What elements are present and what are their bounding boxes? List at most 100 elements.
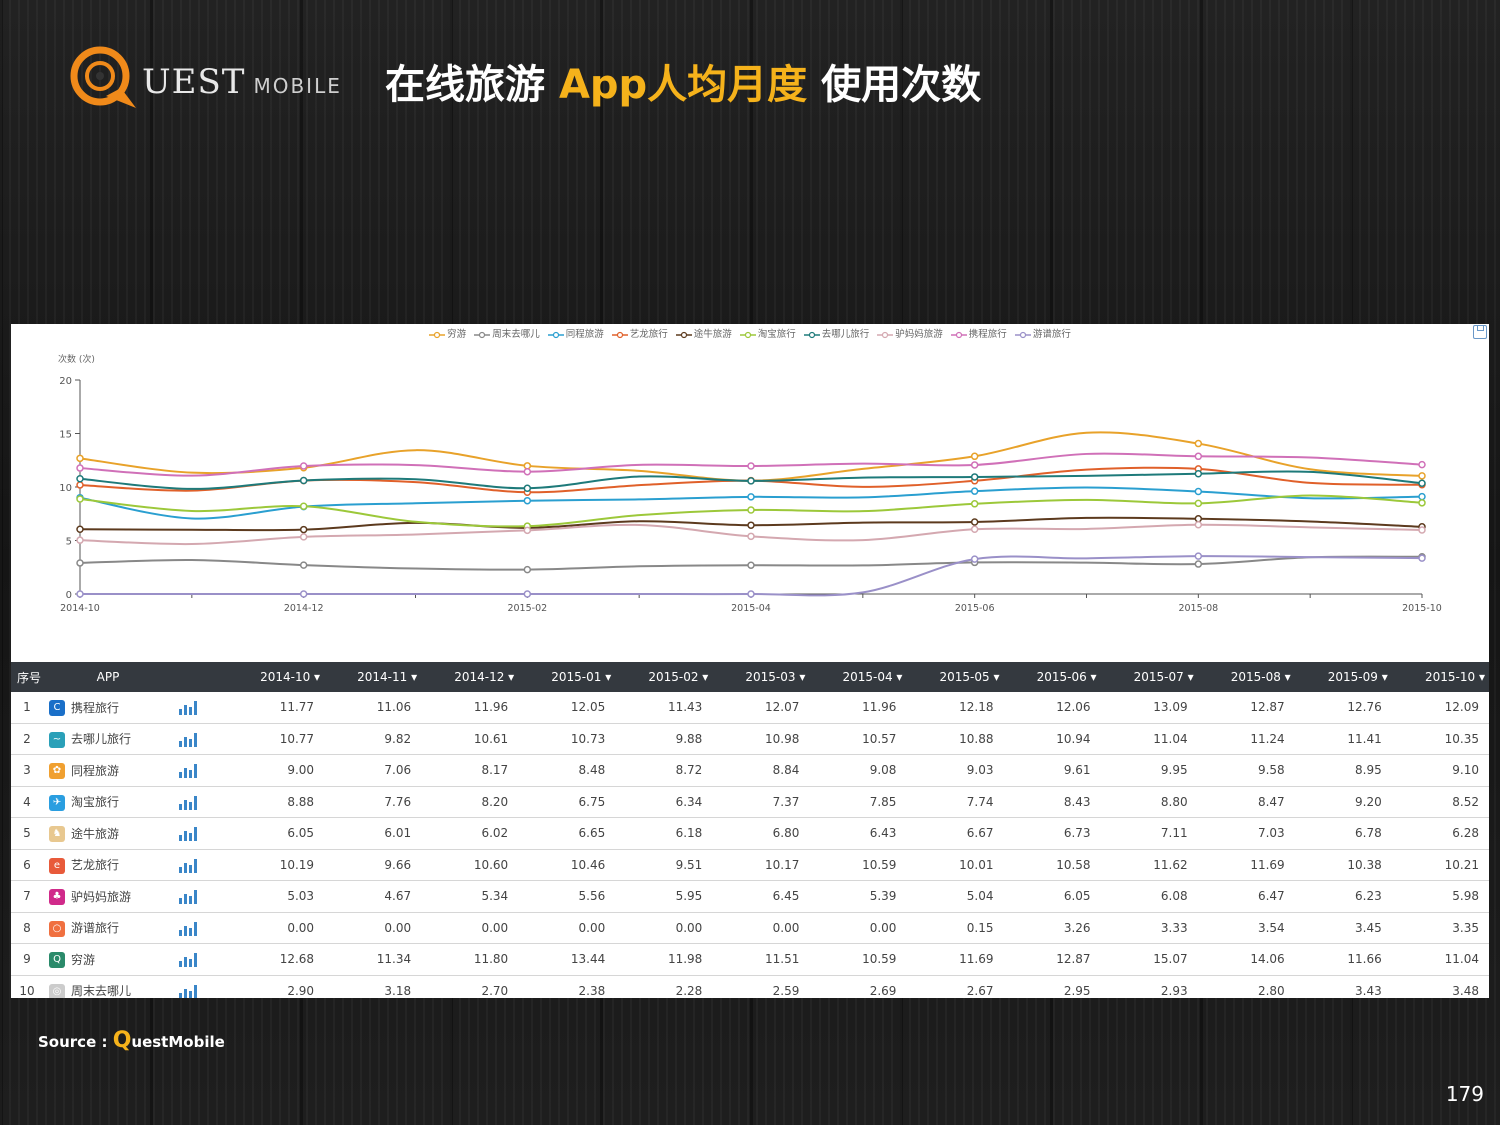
- legend-item[interactable]: 同程旅游: [547, 326, 604, 340]
- data-point: [1418, 526, 1426, 534]
- trend-chart-icon[interactable]: [179, 794, 197, 810]
- header-month[interactable]: 2015-10 ▾: [1391, 662, 1489, 692]
- trend-chart-icon[interactable]: [179, 888, 197, 905]
- trend-chart-icon[interactable]: [179, 857, 197, 873]
- data-point: [523, 462, 532, 470]
- header-month[interactable]: 2015-06 ▾: [1003, 662, 1101, 692]
- trend-chart-icon[interactable]: [179, 951, 197, 968]
- header-month[interactable]: 2015-09 ▾: [1294, 662, 1392, 692]
- value-cell: 5.56: [518, 880, 616, 913]
- legend-item[interactable]: 途牛旅游: [675, 326, 732, 340]
- value-cell: 11.66: [1294, 943, 1392, 976]
- value-cell: 9.61: [1003, 754, 1101, 787]
- row-index: 6: [11, 849, 43, 881]
- value-cell: 2.80: [1197, 975, 1295, 998]
- header-month[interactable]: 2014-12 ▾: [421, 662, 519, 692]
- data-point: [299, 525, 308, 534]
- trend-chart-icon[interactable]: [179, 731, 197, 747]
- legend-item[interactable]: 艺龙旅行: [611, 326, 668, 340]
- row-index: 8: [11, 912, 43, 944]
- data-point: [76, 559, 84, 567]
- legend-item[interactable]: 游谱旅行: [1014, 326, 1071, 340]
- legend-label: 去哪儿旅行: [821, 329, 870, 340]
- trend-chart-icon[interactable]: [179, 762, 197, 779]
- data-point: [299, 590, 308, 598]
- legend-item[interactable]: 驴妈妈旅游: [877, 326, 943, 340]
- value-cell: 7.11: [1100, 817, 1198, 850]
- value-cell: 6.75: [518, 786, 616, 818]
- trend-chart-icon[interactable]: [179, 699, 197, 716]
- data-point: [970, 500, 979, 508]
- data-point: [747, 462, 755, 470]
- questmobile-logo: UEST MOBILE: [66, 44, 346, 114]
- trend-cell: [173, 786, 227, 818]
- header-month[interactable]: 2015-08 ▾: [1197, 662, 1295, 692]
- source-q: Q: [112, 1028, 132, 1053]
- data-point: [1418, 460, 1426, 469]
- header-month[interactable]: 2015-03 ▾: [712, 662, 810, 692]
- data-point: [299, 476, 308, 485]
- data-point: [970, 487, 979, 495]
- table-row: 6 e 艺龙旅行 10.19 9.66 10.60 10.46 9.51 10.17 10.59 1…: [11, 849, 1489, 881]
- header-month[interactable]: 2015-04 ▾: [809, 662, 907, 692]
- trend-chart-icon[interactable]: [179, 920, 197, 936]
- data-point: [1194, 521, 1203, 529]
- value-cell: 2.93: [1100, 975, 1198, 998]
- value-cell: 6.43: [809, 817, 907, 850]
- trend-chart-icon[interactable]: [179, 983, 197, 998]
- table-row: 8 ○ 游谱旅行 0.00 0.00 0.00 0.00 0.00 0.00 0.00 0.15 3.…: [11, 912, 1489, 944]
- table-row: 1 C 携程旅行 11.77 11.06 11.96 12.05 11.43 12.07 11.9…: [11, 692, 1489, 724]
- header-month[interactable]: 2015-01 ▾: [518, 662, 616, 692]
- value-cell: 10.60: [421, 849, 519, 881]
- legend-item[interactable]: 周末去哪儿: [474, 326, 540, 340]
- value-cell: 10.59: [809, 849, 907, 881]
- app-name: 艺龙旅行: [71, 858, 120, 872]
- row-index: 1: [11, 692, 43, 724]
- value-cell: 12.07: [712, 692, 810, 724]
- save-image-icon[interactable]: [1473, 325, 1487, 339]
- value-cell: 6.80: [712, 817, 810, 850]
- value-cell: 8.84: [712, 754, 810, 787]
- data-point: [747, 590, 755, 598]
- legend-item[interactable]: 穷游: [429, 326, 466, 340]
- value-cell: 8.20: [421, 786, 519, 818]
- y-tick-label: 20: [59, 376, 72, 387]
- value-cell: 11.24: [1197, 723, 1295, 755]
- logo-q-icon: [70, 46, 136, 108]
- value-cell: 5.39: [809, 880, 907, 913]
- value-cell: 5.34: [421, 880, 519, 913]
- header-month[interactable]: 2015-05 ▾: [906, 662, 1004, 692]
- app-name: 途牛旅游: [71, 826, 120, 841]
- legend-item[interactable]: 携程旅行: [950, 326, 1007, 340]
- value-cell: 0.00: [324, 912, 422, 944]
- trend-chart-icon[interactable]: [179, 825, 197, 842]
- row-index: 7: [11, 880, 43, 913]
- legend-item[interactable]: 去哪儿旅行: [803, 326, 870, 340]
- title-highlight: App人均月度: [558, 62, 808, 108]
- value-cell: 12.05: [518, 692, 616, 724]
- data-point: [299, 561, 308, 569]
- value-cell: 0.00: [227, 912, 325, 944]
- table-row: 4 ✈ 淘宝旅行 8.88 7.76 8.20 6.75 6.34 7.37 7.85 7.74 8.…: [11, 786, 1489, 818]
- header-month[interactable]: 2015-07 ▾: [1100, 662, 1198, 692]
- data-point: [1194, 469, 1203, 478]
- logo-text-sub: MOBILE: [253, 74, 342, 98]
- value-cell: 7.03: [1197, 817, 1295, 850]
- data-point: [523, 526, 532, 535]
- legend-marker-icon: [429, 331, 446, 338]
- header-month[interactable]: 2014-11 ▾: [324, 662, 422, 692]
- value-cell: 0.00: [809, 912, 907, 944]
- app-icon: C: [49, 700, 65, 716]
- value-cell: 12.09: [1391, 692, 1489, 724]
- title-part1: 在线旅游: [385, 62, 559, 108]
- legend-label: 途牛旅游: [693, 329, 732, 340]
- value-cell: 7.85: [809, 786, 907, 818]
- page-number: 179: [1445, 1082, 1484, 1106]
- header-month[interactable]: 2014-10 ▾: [227, 662, 325, 692]
- legend-item[interactable]: 淘宝旅行: [739, 326, 796, 340]
- data-point: [1194, 439, 1203, 448]
- data-point: [747, 506, 755, 514]
- value-cell: 11.69: [1197, 849, 1295, 881]
- header-month[interactable]: 2015-02 ▾: [615, 662, 713, 692]
- value-cell: 7.37: [712, 786, 810, 818]
